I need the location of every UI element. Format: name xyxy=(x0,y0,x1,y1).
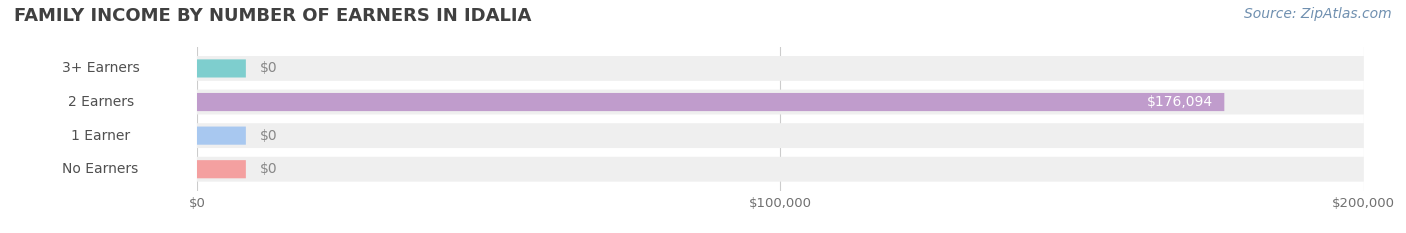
Text: 1 Earner: 1 Earner xyxy=(70,129,131,143)
FancyBboxPatch shape xyxy=(197,123,1364,148)
FancyBboxPatch shape xyxy=(10,160,191,178)
FancyBboxPatch shape xyxy=(197,90,1364,114)
Text: $176,094: $176,094 xyxy=(1146,95,1212,109)
FancyBboxPatch shape xyxy=(197,59,246,78)
Text: Source: ZipAtlas.com: Source: ZipAtlas.com xyxy=(1244,7,1392,21)
FancyBboxPatch shape xyxy=(10,59,191,78)
FancyBboxPatch shape xyxy=(197,160,246,178)
FancyBboxPatch shape xyxy=(197,56,1364,81)
Text: No Earners: No Earners xyxy=(62,162,139,176)
Text: $0: $0 xyxy=(260,162,277,176)
Text: 3+ Earners: 3+ Earners xyxy=(62,62,139,75)
Text: FAMILY INCOME BY NUMBER OF EARNERS IN IDALIA: FAMILY INCOME BY NUMBER OF EARNERS IN ID… xyxy=(14,7,531,25)
Text: 2 Earners: 2 Earners xyxy=(67,95,134,109)
FancyBboxPatch shape xyxy=(197,157,1364,182)
Text: $0: $0 xyxy=(260,62,277,75)
FancyBboxPatch shape xyxy=(197,127,246,145)
FancyBboxPatch shape xyxy=(10,127,191,145)
Text: $0: $0 xyxy=(260,129,277,143)
FancyBboxPatch shape xyxy=(10,93,191,111)
FancyBboxPatch shape xyxy=(197,93,1225,111)
